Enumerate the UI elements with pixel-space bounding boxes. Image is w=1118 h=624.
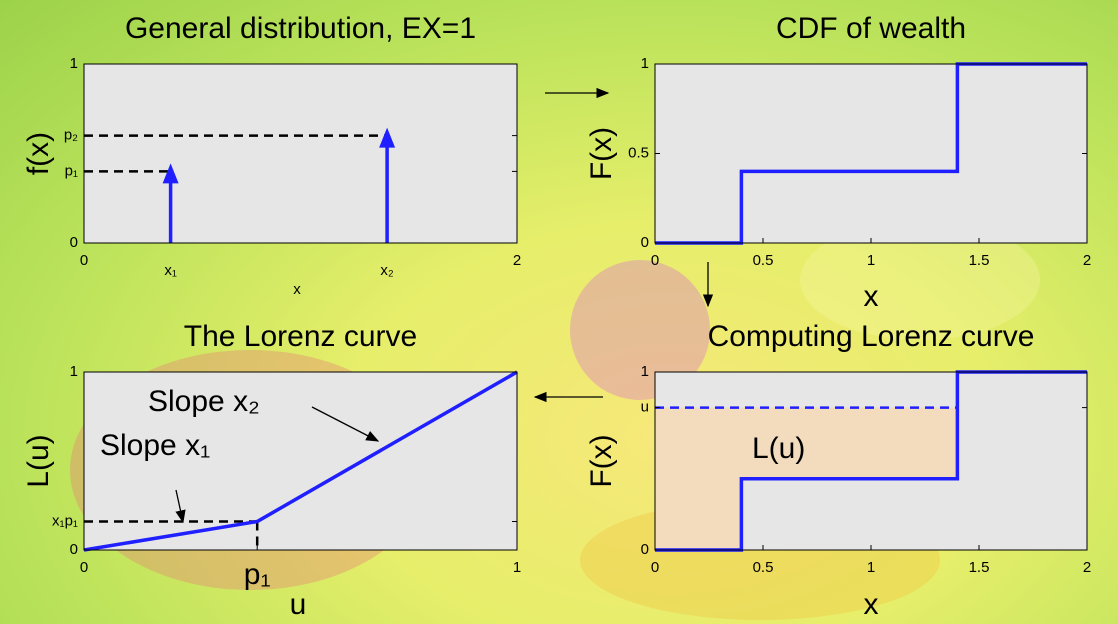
annotation: Slope x₂ [148, 385, 260, 418]
x-tick-label: 0.5 [753, 559, 774, 576]
chart-title: General distribution, EX=1 [125, 12, 476, 45]
y-axis-label: f(x) [22, 132, 55, 175]
x-axis-label: u [290, 588, 307, 621]
x-tick-label: 0 [80, 559, 88, 576]
y-tick-label: 1 [641, 363, 649, 380]
x-tick-label: 2 [513, 252, 521, 269]
y-axis-label: F(x) [585, 434, 618, 487]
y-tick-label: 1 [641, 55, 649, 72]
y-axis-label: L(u) [22, 434, 55, 487]
x-tick-label: 2 [1083, 252, 1091, 269]
slide-graphics: General distribution, EX=1 x f(x) 0 x₁ x₂ 2 0 p₁… [0, 0, 1118, 624]
y-tick-label: 0.5 [628, 144, 649, 161]
x-tick-label: 1.5 [969, 252, 990, 269]
x-tick-label: 1.5 [969, 559, 990, 576]
y-tick-label: 0 [641, 234, 649, 251]
y-tick-label: 1 [70, 363, 78, 380]
x-tick-label: 1 [513, 559, 521, 576]
annotation: Slope x₁ [100, 429, 210, 462]
x-tick-label: p₁ [244, 558, 271, 591]
axes-background [655, 64, 1087, 243]
y-tick-label: p₁ [65, 162, 78, 179]
y-tick-label: 0 [70, 234, 78, 251]
y-tick-label: 1 [70, 55, 78, 72]
y-tick-label: 0 [641, 541, 649, 558]
chart-title: The Lorenz curve [184, 320, 417, 353]
x-tick-label: 0 [80, 252, 88, 269]
x-tick-label: 0 [651, 559, 659, 576]
x-tick-label: 1 [867, 559, 875, 576]
y-tick-label: u [641, 399, 649, 416]
y-tick-label: p₂ [64, 127, 78, 144]
x-tick-label: x₁ [164, 262, 177, 279]
x-tick-label: 2 [1083, 559, 1091, 576]
y-axis-label: F(x) [585, 127, 618, 180]
x-tick-label: 0.5 [753, 252, 774, 269]
chart-title: Computing Lorenz curve [708, 320, 1035, 353]
x-tick-label: 1 [867, 252, 875, 269]
x-axis-label: x [864, 588, 879, 621]
slide: General distribution, EX=1 x f(x) 0 x₁ x₂ 2 0 p₁… [0, 0, 1118, 624]
x-tick-label: x₂ [380, 262, 394, 279]
plot-panel: General distribution, EX=1 x f(x) 0 x₁ x₂ 2 0 p₁… [22, 12, 521, 298]
axes-background [84, 64, 517, 243]
annotation: L(u) [752, 432, 805, 465]
x-tick-label: 0 [651, 252, 659, 269]
y-tick-label: 0 [70, 541, 78, 558]
chart-title: CDF of wealth [776, 12, 966, 45]
y-tick-label: x₁p₁ [52, 512, 78, 529]
x-axis-label: x [293, 281, 301, 298]
x-axis-label: x [864, 280, 879, 313]
